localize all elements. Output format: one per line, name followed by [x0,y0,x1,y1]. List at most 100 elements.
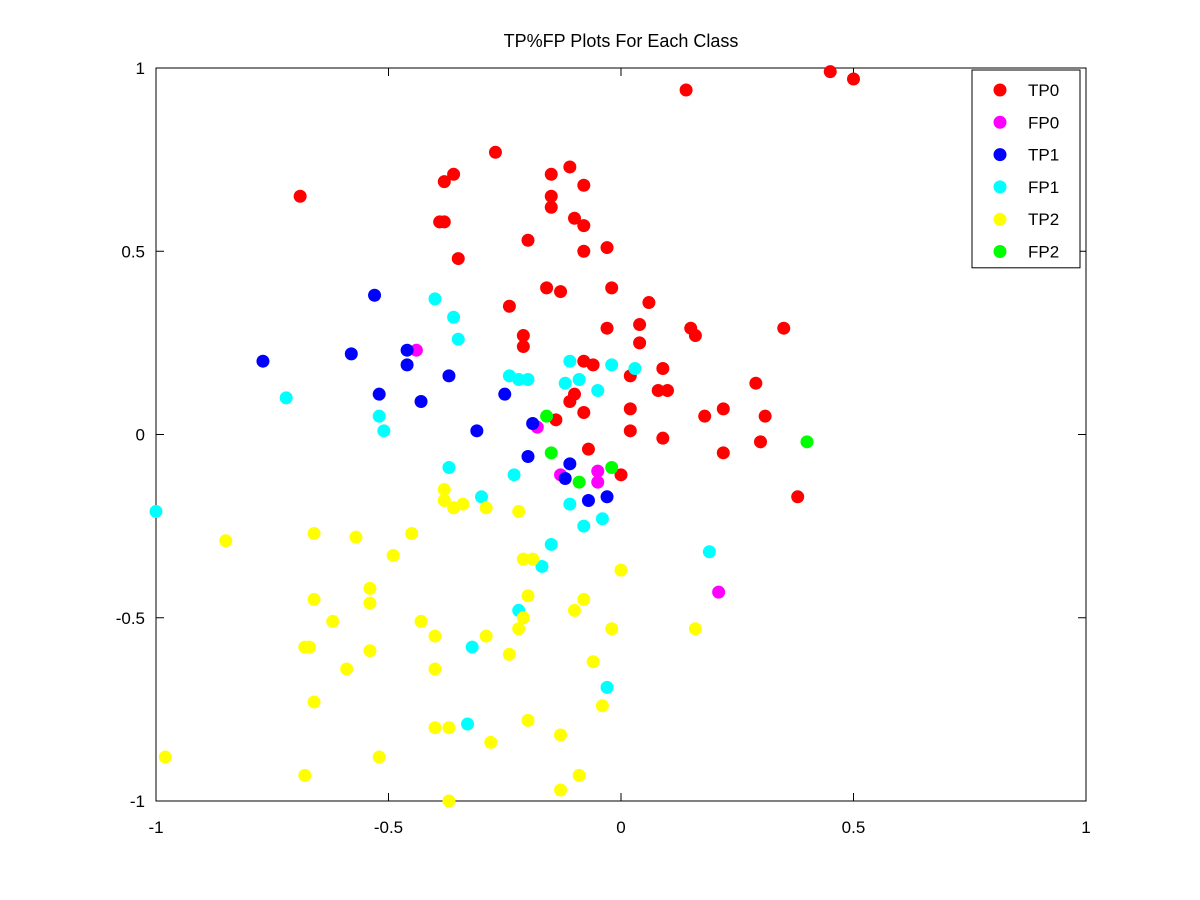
tp2-point [307,592,321,606]
tp2-point [516,611,530,625]
legend-marker-tp1 [993,148,1007,162]
tp0-point [605,281,619,295]
tp0-point [540,281,554,295]
tp2-point [605,622,619,636]
tp0-point [623,402,637,416]
tp2-point [521,589,535,603]
tp2-point [512,504,526,518]
tp2-point [516,552,530,566]
tp1-point [498,387,512,401]
fp0-point [409,343,423,357]
tp0-point [633,336,647,350]
tp2-point [595,699,609,713]
tp0-point [433,215,447,229]
fp1-point [521,373,535,387]
tp2-point [428,721,442,735]
tp0-point [451,252,465,266]
y-tick-label: 0.5 [121,242,145,261]
fp1-point [595,512,609,526]
x-tick-label: 0.5 [842,818,866,837]
fp1-point [461,717,475,731]
tp0-point [447,167,461,181]
legend-label-tp2: TP2 [1028,210,1059,229]
tp0-point [544,189,558,203]
tp2-point [554,728,568,742]
tp2-point [307,695,321,709]
plot-area-frame [155,67,1087,802]
fp1-point [572,373,586,387]
tp2-point [363,581,377,595]
fp1-point [507,468,521,482]
tp0-point [688,329,702,343]
tp2-point [614,563,628,577]
tp1-point [372,387,386,401]
tp0-point [698,409,712,423]
tp2-point [479,629,493,643]
tp0-point [544,167,558,181]
tp1-point [414,395,428,409]
y-tick-label: 1 [136,59,145,78]
fp0-point [591,464,605,478]
y-tick-label: -1 [130,792,145,811]
y-tick-label: 0 [136,426,145,445]
tp0-point [577,244,591,258]
tp0-point [577,219,591,233]
fp2-point [800,435,814,449]
tp1-point [563,457,577,471]
tp0-point [656,362,670,376]
legend-label-fp2: FP2 [1028,243,1059,262]
fp1-point [149,504,163,518]
legend-label-tp1: TP1 [1028,146,1059,165]
tp1-point [256,354,270,368]
tp0-point [754,435,767,449]
tp2-point [349,530,363,544]
tp0-point [516,329,530,343]
tp0-point [656,431,670,445]
tp0-point [502,299,516,313]
tp0-point [716,402,730,416]
fp1-point [279,391,293,405]
tp2-point [484,735,498,749]
tp2-point [512,622,526,636]
tp0-point [568,211,581,225]
fp2-point [605,460,619,474]
tp2-point [414,614,428,628]
tp0-point [679,83,693,97]
legend-label-fp1: FP1 [1028,178,1059,197]
legend-label-tp0: TP0 [1028,81,1059,100]
tp2-point [428,662,442,676]
tp2-point [688,622,702,636]
tp1-point [400,358,414,372]
y-tick-label: -0.5 [116,609,145,628]
tp0-point [521,233,535,247]
x-tick-label: -1 [148,818,163,837]
tp2-point [307,526,321,540]
tp2-point [526,552,540,566]
fp1-point [535,559,549,573]
tp2-point [577,592,591,606]
fp1-point [512,373,526,387]
legend-marker-tp2 [993,212,1007,226]
tp2-point [442,794,456,808]
fp2-point [540,409,554,423]
fp1-point [475,490,488,504]
legend-marker-fp0 [993,115,1007,129]
tp1-point [368,288,382,302]
fp1-point [563,354,577,368]
tp2-point [479,501,493,515]
tp0-point [791,490,805,504]
tp0-point [577,178,591,192]
tp2-point [363,596,377,610]
tp2-point [405,526,419,540]
tp1-point [521,449,535,463]
fp2-point [544,446,558,460]
legend-marker-fp2 [993,245,1007,258]
tp2-point [372,750,386,764]
tp2-point [219,534,233,548]
tp0-point [623,424,637,438]
tp2-point [302,640,316,654]
fp2-point [572,475,586,489]
tp2-point [568,603,581,617]
tp1-point [442,369,456,383]
tp2-point [386,548,400,562]
